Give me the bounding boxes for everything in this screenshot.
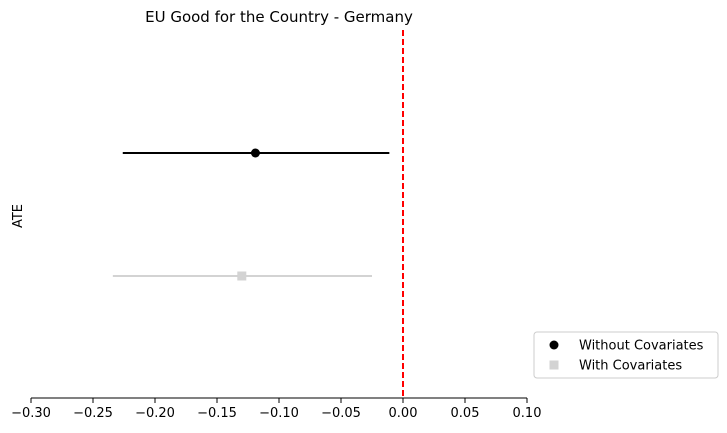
- legend-frame: [533, 331, 719, 379]
- point-estimate-2: [237, 271, 247, 281]
- x-tick-label: −0.15: [197, 406, 237, 421]
- x-tick-label: −0.25: [73, 406, 113, 421]
- legend-label-2: With Covariates: [579, 359, 682, 374]
- legend: Without Covariates With Covariates: [533, 331, 719, 379]
- series-layer: [112, 148, 390, 281]
- x-tick-label: −0.20: [135, 406, 175, 421]
- x-tick-label: 0.00: [389, 406, 418, 421]
- x-tick-label: 0.05: [451, 406, 480, 421]
- legend-marker-2: [549, 360, 559, 370]
- y-axis-label: ATE: [11, 204, 26, 228]
- point-estimate-1: [250, 148, 260, 158]
- x-tick-label: 0.10: [513, 406, 542, 421]
- chart-title: EU Good for the Country - Germany: [145, 8, 413, 26]
- legend-label-1: Without Covariates: [579, 339, 704, 354]
- x-axis-ticks: −0.30 −0.25 −0.20 −0.15 −0.10 −0.05 0.00 0.05 0.…: [11, 398, 541, 421]
- x-tick-label: −0.30: [11, 406, 51, 421]
- x-tick-label: −0.05: [321, 406, 361, 421]
- legend-marker-1: [549, 340, 559, 350]
- x-tick-label: −0.10: [259, 406, 299, 421]
